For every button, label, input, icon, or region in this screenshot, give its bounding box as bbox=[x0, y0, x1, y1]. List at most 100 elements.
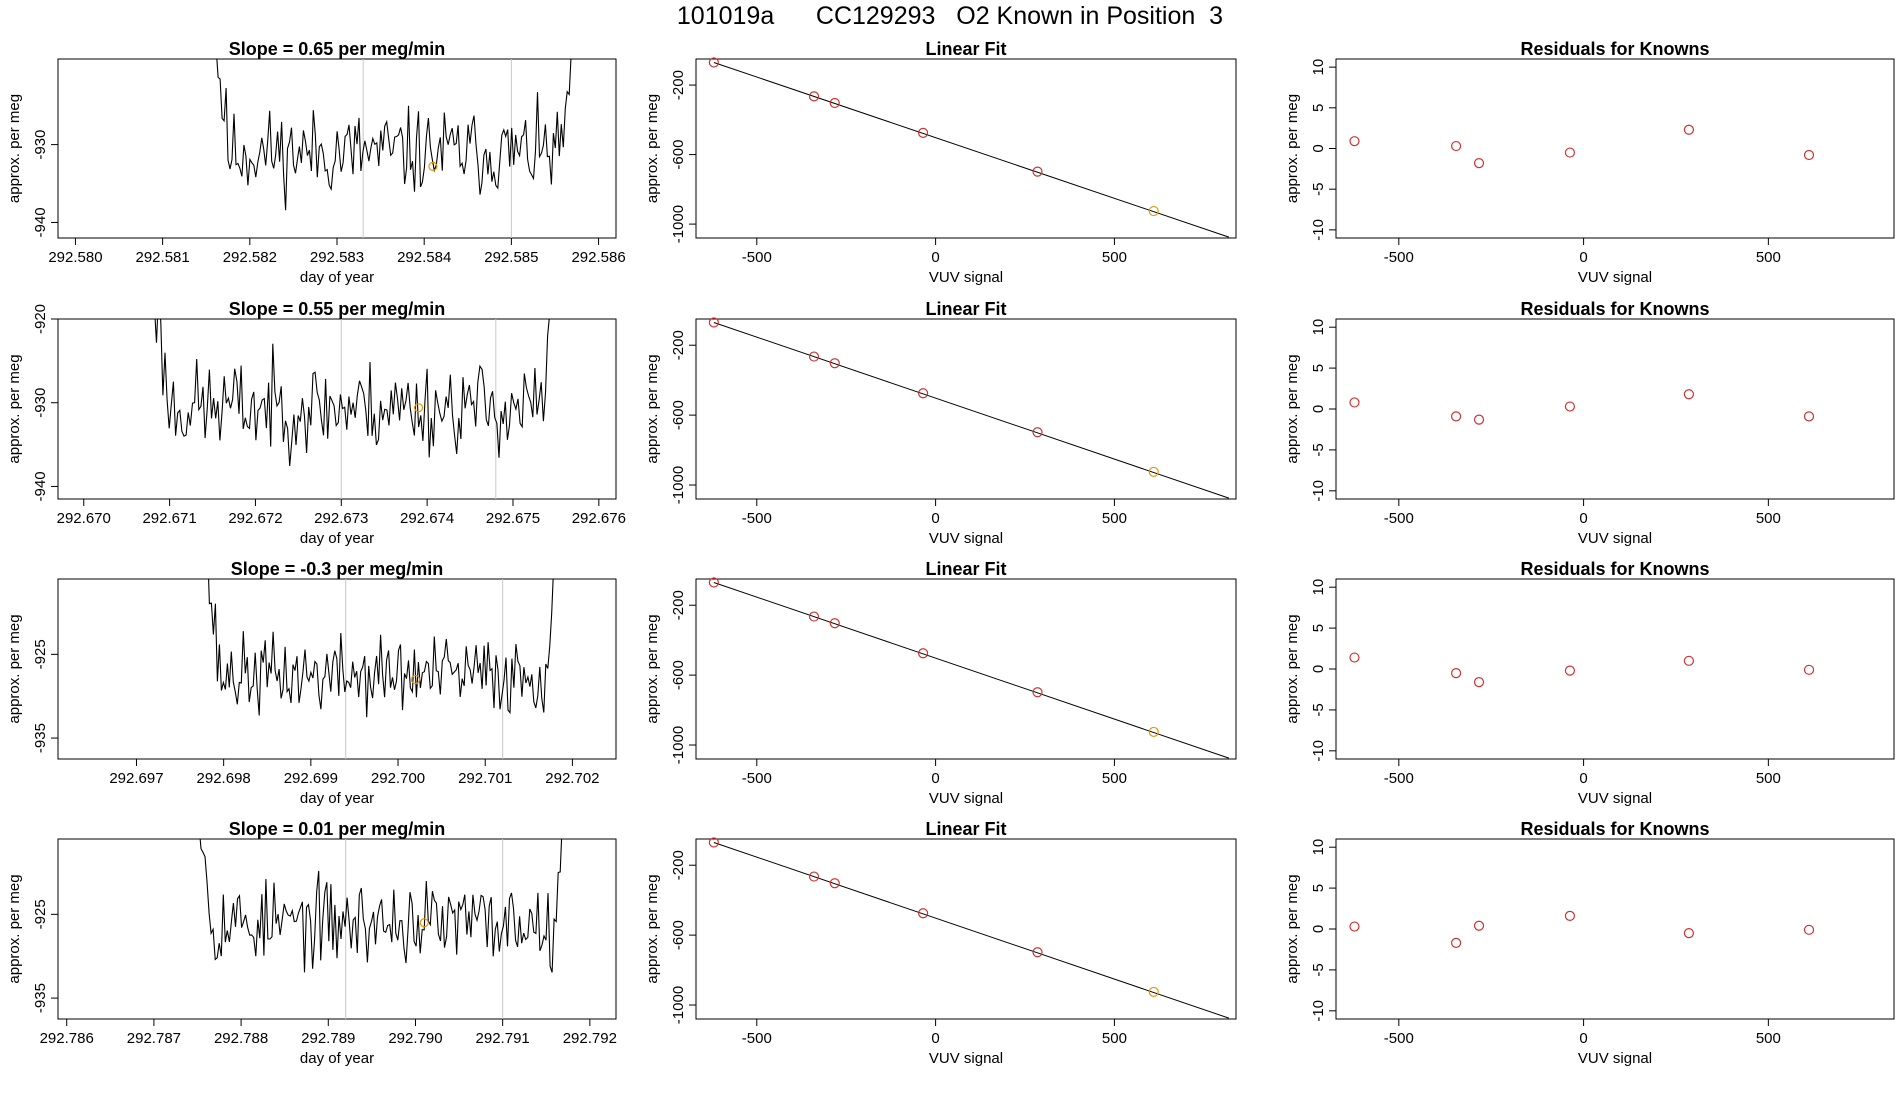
x-tick-label: 0 bbox=[1579, 770, 1587, 787]
data-trace bbox=[216, 59, 572, 211]
known-point bbox=[1473, 414, 1485, 425]
data-trace bbox=[208, 579, 554, 718]
x-tick-label: 292.580 bbox=[48, 249, 102, 266]
x-tick-label: 0 bbox=[931, 770, 939, 787]
x-axis-label: VUV signal bbox=[929, 1050, 1003, 1067]
x-tick-label: 0 bbox=[931, 249, 939, 266]
known-point bbox=[1349, 397, 1360, 408]
page-title: 101019a CC129293 O2 Known in Position 3 bbox=[676, 2, 1224, 30]
x-tick-label: 292.791 bbox=[476, 1030, 530, 1047]
x-tick-label: 292.789 bbox=[301, 1030, 355, 1047]
known-point bbox=[708, 837, 719, 848]
x-tick-label: 500 bbox=[1756, 1030, 1781, 1047]
y-tick-label: -200 bbox=[670, 850, 687, 880]
chart-panel-r2-residuals: Residuals for Knowns -500 0 500 VUV signal 10… bbox=[1284, 299, 1895, 547]
known-point bbox=[1450, 667, 1462, 679]
chart-title: Linear Fit bbox=[925, 39, 1006, 59]
y-tick-label: 0 bbox=[1310, 925, 1327, 933]
known-point bbox=[1473, 676, 1485, 688]
known-point bbox=[829, 878, 840, 889]
y-tick-label: -200 bbox=[670, 70, 687, 100]
x-tick-label: 0 bbox=[931, 1030, 939, 1047]
known-point bbox=[829, 358, 840, 369]
y-axis-label: approx. per meg bbox=[644, 354, 661, 463]
y-tick-label: 0 bbox=[1310, 144, 1327, 152]
x-tick-label: 292.671 bbox=[142, 510, 196, 527]
unknown-point bbox=[1148, 466, 1159, 478]
x-axis-label: day of year bbox=[300, 1050, 374, 1067]
x-tick-label: 292.582 bbox=[223, 249, 277, 266]
chart-title: Slope = -0.3 per meg/min bbox=[231, 559, 444, 579]
known-point bbox=[708, 577, 719, 588]
known-point bbox=[808, 871, 820, 882]
x-tick-label: 500 bbox=[1102, 770, 1127, 787]
x-tick-label: -500 bbox=[742, 249, 772, 266]
known-point bbox=[1349, 136, 1360, 147]
y-tick-label: -1000 bbox=[670, 466, 687, 504]
x-tick-label: 0 bbox=[1579, 249, 1587, 266]
x-tick-label: 500 bbox=[1102, 1030, 1127, 1047]
known-point bbox=[1450, 140, 1462, 152]
chart-panel-r2-fit: Linear Fit -500 0 500 VUV signal -200 -600 -100… bbox=[644, 299, 1237, 547]
unknown-point bbox=[1148, 986, 1159, 998]
x-axis-label: day of year bbox=[300, 269, 374, 286]
known-point bbox=[1032, 687, 1043, 698]
known-point bbox=[1450, 937, 1462, 949]
x-axis-label: VUV signal bbox=[1578, 790, 1652, 807]
x-tick-label: 292.673 bbox=[314, 510, 368, 527]
x-tick-label: 500 bbox=[1756, 510, 1781, 527]
x-tick-label: 0 bbox=[931, 510, 939, 527]
y-tick-label: -5 bbox=[1310, 183, 1327, 196]
x-tick-label: 0 bbox=[1579, 510, 1587, 527]
y-tick-label: -10 bbox=[1310, 1000, 1327, 1022]
x-axis-label: day of year bbox=[300, 530, 374, 547]
unknown-point bbox=[1148, 205, 1159, 217]
x-tick-label: 292.699 bbox=[284, 770, 338, 787]
chart-title: Residuals for Knowns bbox=[1520, 559, 1709, 579]
plot-frame bbox=[1335, 838, 1895, 1020]
y-axis-label: approx. per meg bbox=[6, 354, 23, 463]
chart-panel-r3-residuals: Residuals for Knowns -500 0 500 VUV signal 10… bbox=[1284, 559, 1895, 807]
x-tick-label: -500 bbox=[1384, 770, 1414, 787]
y-tick-label: 5 bbox=[1310, 624, 1327, 632]
x-tick-label: -500 bbox=[1384, 249, 1414, 266]
plot-frame bbox=[57, 838, 617, 1020]
y-tick-label: -925 bbox=[32, 639, 49, 669]
y-tick-label: -935 bbox=[32, 983, 49, 1013]
known-point bbox=[1349, 652, 1360, 663]
known-point bbox=[1803, 924, 1815, 935]
chart-title: Residuals for Knowns bbox=[1520, 819, 1709, 839]
unknown-point-marker bbox=[410, 674, 421, 685]
chart-panel-r4-residuals: Residuals for Knowns -500 0 500 VUV signal 10… bbox=[1284, 819, 1895, 1067]
known-point bbox=[1803, 664, 1815, 675]
y-tick-label: -10 bbox=[1310, 480, 1327, 502]
y-tick-label: 0 bbox=[1310, 665, 1327, 673]
x-tick-label: 292.676 bbox=[572, 510, 626, 527]
y-tick-label: -1000 bbox=[670, 986, 687, 1024]
known-point bbox=[1683, 124, 1695, 135]
fit-line bbox=[713, 322, 1230, 499]
x-tick-label: 292.674 bbox=[400, 510, 454, 527]
chart-title: Linear Fit bbox=[925, 299, 1006, 319]
x-tick-label: -500 bbox=[1384, 510, 1414, 527]
known-point bbox=[1564, 147, 1576, 158]
y-tick-label: -920 bbox=[32, 304, 49, 334]
known-point bbox=[808, 91, 820, 102]
unknown-point-marker bbox=[419, 918, 429, 928]
x-tick-label: 292.786 bbox=[40, 1030, 94, 1047]
y-tick-label: -200 bbox=[670, 590, 687, 620]
chart-title: Residuals for Knowns bbox=[1520, 39, 1709, 59]
known-point bbox=[1473, 920, 1485, 931]
x-axis-label: VUV signal bbox=[1578, 269, 1652, 286]
known-point bbox=[1683, 389, 1695, 400]
y-tick-label: -1000 bbox=[670, 726, 687, 764]
known-point bbox=[1473, 158, 1485, 169]
known-point bbox=[1450, 411, 1462, 422]
y-axis-label: approx. per meg bbox=[1284, 614, 1301, 723]
x-tick-label: 292.697 bbox=[109, 770, 163, 787]
y-axis-label: approx. per meg bbox=[1284, 874, 1301, 983]
fit-line bbox=[713, 842, 1230, 1019]
known-point bbox=[1564, 401, 1576, 412]
x-tick-label: -500 bbox=[742, 1030, 772, 1047]
